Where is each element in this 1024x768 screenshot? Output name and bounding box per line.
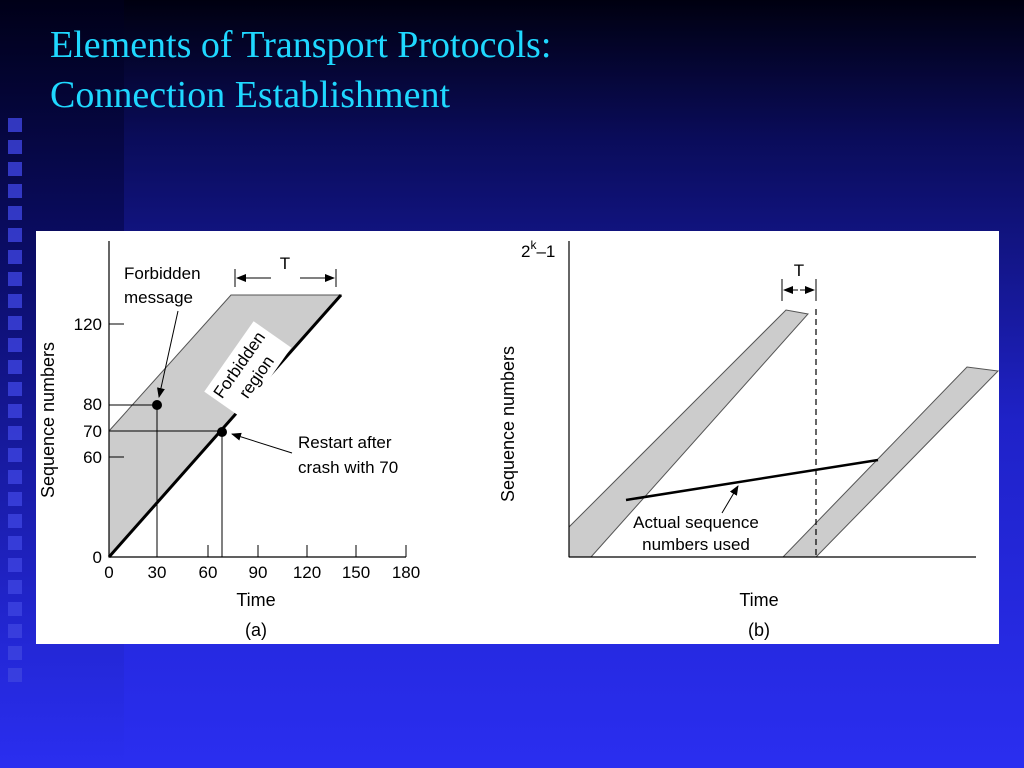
- a-y-tick-label-0: 0: [93, 548, 102, 567]
- b-y-max-base: 2: [521, 242, 530, 261]
- figure-svg: T Forbidden message Forbidden region Res…: [38, 238, 1000, 640]
- forbidden-message-label-line1: Forbidden: [124, 264, 201, 283]
- a-x-tick-label-90: 90: [249, 563, 268, 582]
- forbidden-message-pointer: [157, 310, 179, 398]
- a-x-tick-label-180: 180: [392, 563, 420, 582]
- slide-title: Elements of Transport Protocols: Connect…: [50, 20, 551, 120]
- figure-a: T Forbidden message Forbidden region Res…: [38, 241, 420, 640]
- decorative-square-column: [8, 118, 38, 698]
- a-y-tick-label-60: 60: [83, 448, 102, 467]
- forbidden-message-dot: [152, 400, 162, 410]
- b-x-axis-label: Time: [739, 590, 778, 610]
- a-caption: (a): [245, 620, 267, 640]
- restart-dot: [217, 427, 227, 437]
- a-y-tick-label-80: 80: [83, 395, 102, 414]
- a-x-tick-label-120: 120: [293, 563, 321, 582]
- slide-title-line2: Connection Establishment: [50, 74, 451, 116]
- b-y-axis-label: Sequence numbers: [498, 346, 518, 502]
- a-sequence-line: [107, 294, 343, 558]
- a-y-tick-label-120: 120: [74, 315, 102, 334]
- b-actual-sequence-line: [625, 458, 879, 502]
- b-actual-label-line2: numbers used: [642, 535, 750, 554]
- restart-label-line1: Restart after: [298, 433, 392, 452]
- b-band-2: [781, 366, 1000, 558]
- a-x-tick-label-30: 30: [148, 563, 167, 582]
- b-y-max-exponent: k: [530, 238, 537, 252]
- a-interval-label: T: [280, 254, 290, 273]
- a-y-axis-label: Sequence numbers: [38, 342, 58, 498]
- b-interval-label: T: [794, 261, 804, 280]
- b-y-max-label: 2k–1: [521, 238, 555, 261]
- slide-title-line1: Elements of Transport Protocols:: [50, 24, 552, 66]
- b-y-max-suffix: –1: [536, 242, 555, 261]
- figure-panel: T Forbidden message Forbidden region Res…: [36, 231, 1000, 644]
- restart-label-line2: crash with 70: [298, 458, 398, 477]
- b-actual-pointer: [721, 485, 739, 514]
- a-x-tick-label-60: 60: [199, 563, 218, 582]
- a-y-tick-label-70: 70: [83, 422, 102, 441]
- a-x-tick-label-150: 150: [342, 563, 370, 582]
- b-caption: (b): [748, 620, 770, 640]
- restart-pointer: [231, 432, 293, 454]
- b-actual-label-line1: Actual sequence: [633, 513, 759, 532]
- figure-b: T Actual sequence numbers used 2k–1 Time…: [498, 238, 1000, 640]
- forbidden-message-label-line2: message: [124, 288, 193, 307]
- a-x-tick-label-0: 0: [104, 563, 113, 582]
- a-x-axis-label: Time: [236, 590, 275, 610]
